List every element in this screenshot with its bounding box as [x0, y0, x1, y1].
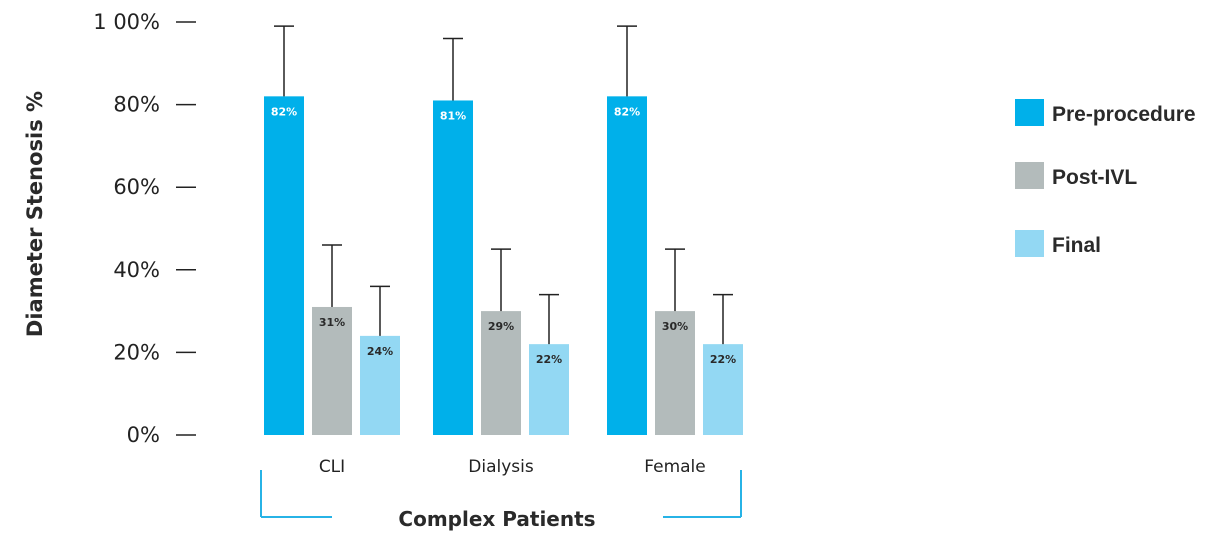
- bar-pre-procedure: [264, 96, 304, 435]
- y-axis: 0% 20% 40% 60% 80% 1 00% Diameter Stenosis %: [23, 10, 196, 447]
- y-tick-label: 40%: [113, 258, 160, 282]
- bar-post-ivl: [312, 306, 352, 435]
- legend-swatch: [1015, 162, 1044, 189]
- category-label: CLI: [319, 457, 345, 477]
- bar-value-label: 82%: [614, 105, 640, 118]
- legend: Pre-procedure Post-IVL Final: [1015, 99, 1196, 257]
- bar-value-label: 22%: [536, 353, 562, 366]
- bar-pre-procedure: [433, 100, 473, 435]
- legend-swatch: [1015, 99, 1044, 126]
- bar-value-label: 31%: [319, 316, 345, 329]
- bar-final: [360, 335, 400, 435]
- legend-label: Final: [1052, 234, 1101, 257]
- bar-pre-procedure: [607, 96, 647, 435]
- bar-value-label: 29%: [488, 320, 514, 333]
- x-axis: CLI Dialysis Female Complex Patients: [260, 457, 742, 531]
- y-tick-label: 80%: [113, 93, 160, 117]
- bar-value-label: 30%: [662, 320, 688, 333]
- category-label: Dialysis: [468, 457, 534, 477]
- y-tick-label: 0%: [127, 423, 160, 447]
- bar-final: [529, 344, 569, 435]
- bar-post-ivl: [481, 311, 521, 435]
- legend-label: Post-IVL: [1052, 166, 1137, 189]
- category-label: Female: [644, 457, 705, 477]
- legend-swatch: [1015, 230, 1044, 257]
- x-axis-title: Complex Patients: [398, 507, 595, 531]
- bar-value-label: 82%: [271, 105, 297, 118]
- legend-label: Pre-procedure: [1052, 103, 1196, 126]
- bar-post-ivl: [655, 311, 695, 435]
- y-tick-label: 1 00%: [93, 10, 160, 34]
- bar-value-label: 22%: [710, 353, 736, 366]
- bar-final: [703, 344, 743, 435]
- bar-value-label: 24%: [367, 345, 393, 358]
- y-axis-title: Diameter Stenosis %: [23, 91, 47, 337]
- bar-value-label: 81%: [440, 109, 466, 122]
- y-tick-label: 20%: [113, 340, 160, 364]
- bar-groups: 82% 31% 24% 81% 29% 22% 82% 30% 22%: [264, 25, 743, 435]
- y-tick-label: 60%: [113, 175, 160, 199]
